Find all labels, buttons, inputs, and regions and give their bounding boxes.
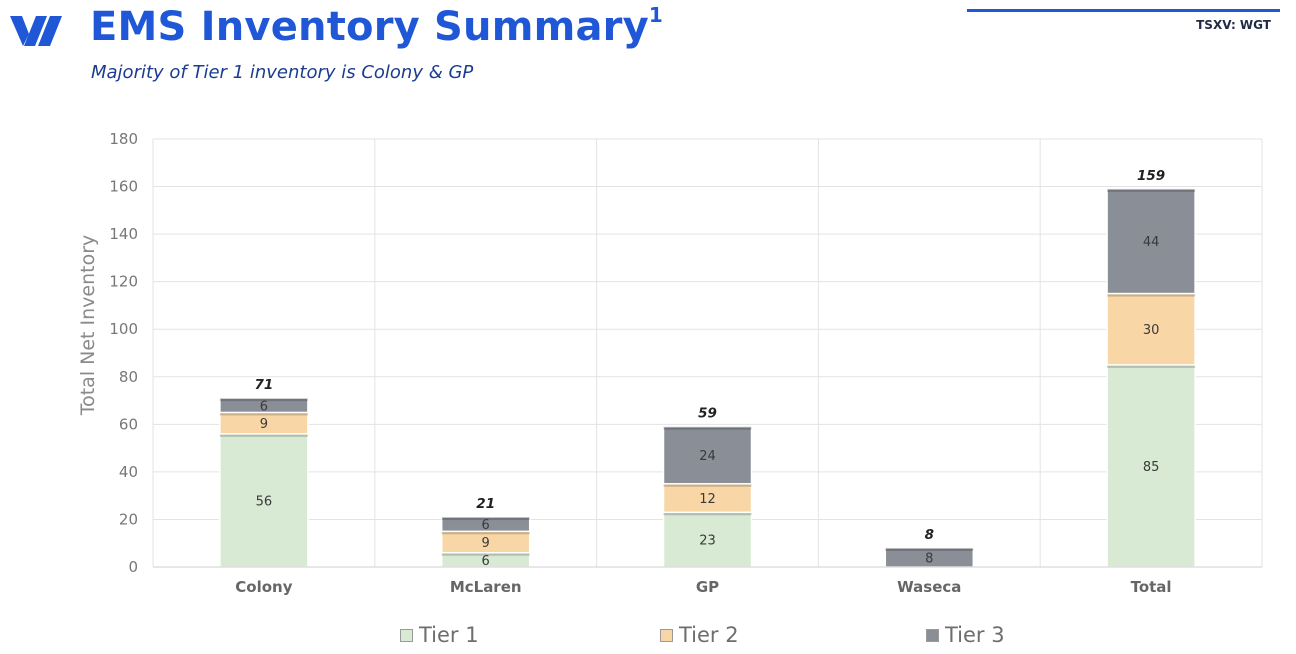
bar-segment-edge xyxy=(1107,188,1196,192)
y-tick-label: 100 xyxy=(109,320,138,338)
y-tick-label: 140 xyxy=(109,225,138,243)
bar-segment-edge xyxy=(219,412,308,416)
y-tick-label: 80 xyxy=(119,368,138,386)
total-label: 21 xyxy=(476,496,495,512)
bar-segment-edge xyxy=(219,433,308,437)
total-label: 8 xyxy=(925,527,934,543)
page-subtitle: Majority of Tier 1 inventory is Colony &… xyxy=(91,62,474,83)
data-label-tier1: 85 xyxy=(1143,460,1160,475)
y-tick-label: 160 xyxy=(109,178,138,196)
bar-segment-edge xyxy=(441,531,530,535)
legend-item-tier3: Tier 3 xyxy=(926,622,1005,648)
bar-segment-edge xyxy=(663,512,752,516)
bar-segment-tier3 xyxy=(662,425,753,485)
legend-item-tier1: Tier 1 xyxy=(400,622,479,648)
data-label-tier3: 6 xyxy=(482,518,490,533)
x-category-label: McLaren xyxy=(450,578,522,596)
legend-item-tier2: Tier 2 xyxy=(660,622,739,648)
total-label: 159 xyxy=(1137,168,1165,184)
legend-swatch-tier2 xyxy=(660,628,673,642)
y-tick-label: 180 xyxy=(109,130,138,148)
total-label: 71 xyxy=(255,377,274,393)
x-category-label: Total xyxy=(1131,578,1172,596)
data-label-tier2: 30 xyxy=(1143,323,1160,338)
data-label-tier3: 44 xyxy=(1143,235,1160,250)
y-tick-label: 40 xyxy=(119,463,138,481)
x-category-label: Colony xyxy=(235,578,292,596)
data-label-tier1: 23 xyxy=(699,534,716,549)
chart-bars xyxy=(219,188,1196,568)
bar-segment-edge xyxy=(885,547,974,551)
bar-segment-tier3 xyxy=(219,397,309,414)
data-label-tier1: 56 xyxy=(256,494,273,509)
legend-label-tier3: Tier 3 xyxy=(945,623,1005,647)
data-label-tier2: 9 xyxy=(260,417,268,432)
bar-segment-tier3 xyxy=(1106,188,1196,295)
bar-segment-edge xyxy=(441,517,530,521)
bar-segment-edge xyxy=(1107,293,1196,297)
bar-segment-tier1 xyxy=(662,511,753,568)
y-axis-title: Total Net Inventory xyxy=(77,235,99,417)
bar-segment-tier3 xyxy=(440,516,531,533)
legend-swatch-tier1 xyxy=(400,628,413,642)
title-footnote-marker: 1 xyxy=(648,2,663,27)
y-tick-label: 120 xyxy=(109,273,138,291)
y-tick-label: 0 xyxy=(128,558,138,576)
data-label-tier2: 12 xyxy=(699,492,716,507)
legend-swatch-tier3 xyxy=(926,628,939,642)
data-label-tier3: 6 xyxy=(260,399,268,414)
data-label-tier3: 24 xyxy=(699,449,716,464)
page-title: EMS Inventory Summary1 xyxy=(90,2,663,50)
bar-segment-edge xyxy=(663,426,752,430)
y-tick-label: 60 xyxy=(119,415,138,433)
chart-labels: 56 9 6 71 6 9 6 21 23 12 24 59 8 8 85 30 44 159 xyxy=(255,168,1166,569)
legend-label-tier2: Tier 2 xyxy=(679,623,739,647)
y-tick-label: 20 xyxy=(119,510,138,528)
header-rule xyxy=(967,9,1280,12)
data-label-tier3: 8 xyxy=(925,551,933,566)
data-label-tier2: 9 xyxy=(482,536,490,551)
bar-segment-edge xyxy=(219,398,308,402)
bar-segment-edge xyxy=(663,483,752,487)
ticker-symbol: TSXV: WGT xyxy=(1196,18,1271,32)
total-label: 59 xyxy=(698,406,717,422)
data-label-tier1: 6 xyxy=(482,554,490,569)
legend-label-tier1: Tier 1 xyxy=(419,623,479,647)
company-logo xyxy=(10,16,62,46)
x-category-label: Waseca xyxy=(897,578,961,596)
chart-axes: 0 20 40 60 80 100 120 140 160 180 Total Net Invent… xyxy=(77,130,1262,596)
bar-segment-tier1 xyxy=(219,433,309,568)
bar-segment-edge xyxy=(1107,364,1196,368)
x-category-label: GP xyxy=(696,578,719,596)
page-title-text: EMS Inventory Summary xyxy=(90,4,649,50)
bar-segment-edge xyxy=(441,552,530,556)
